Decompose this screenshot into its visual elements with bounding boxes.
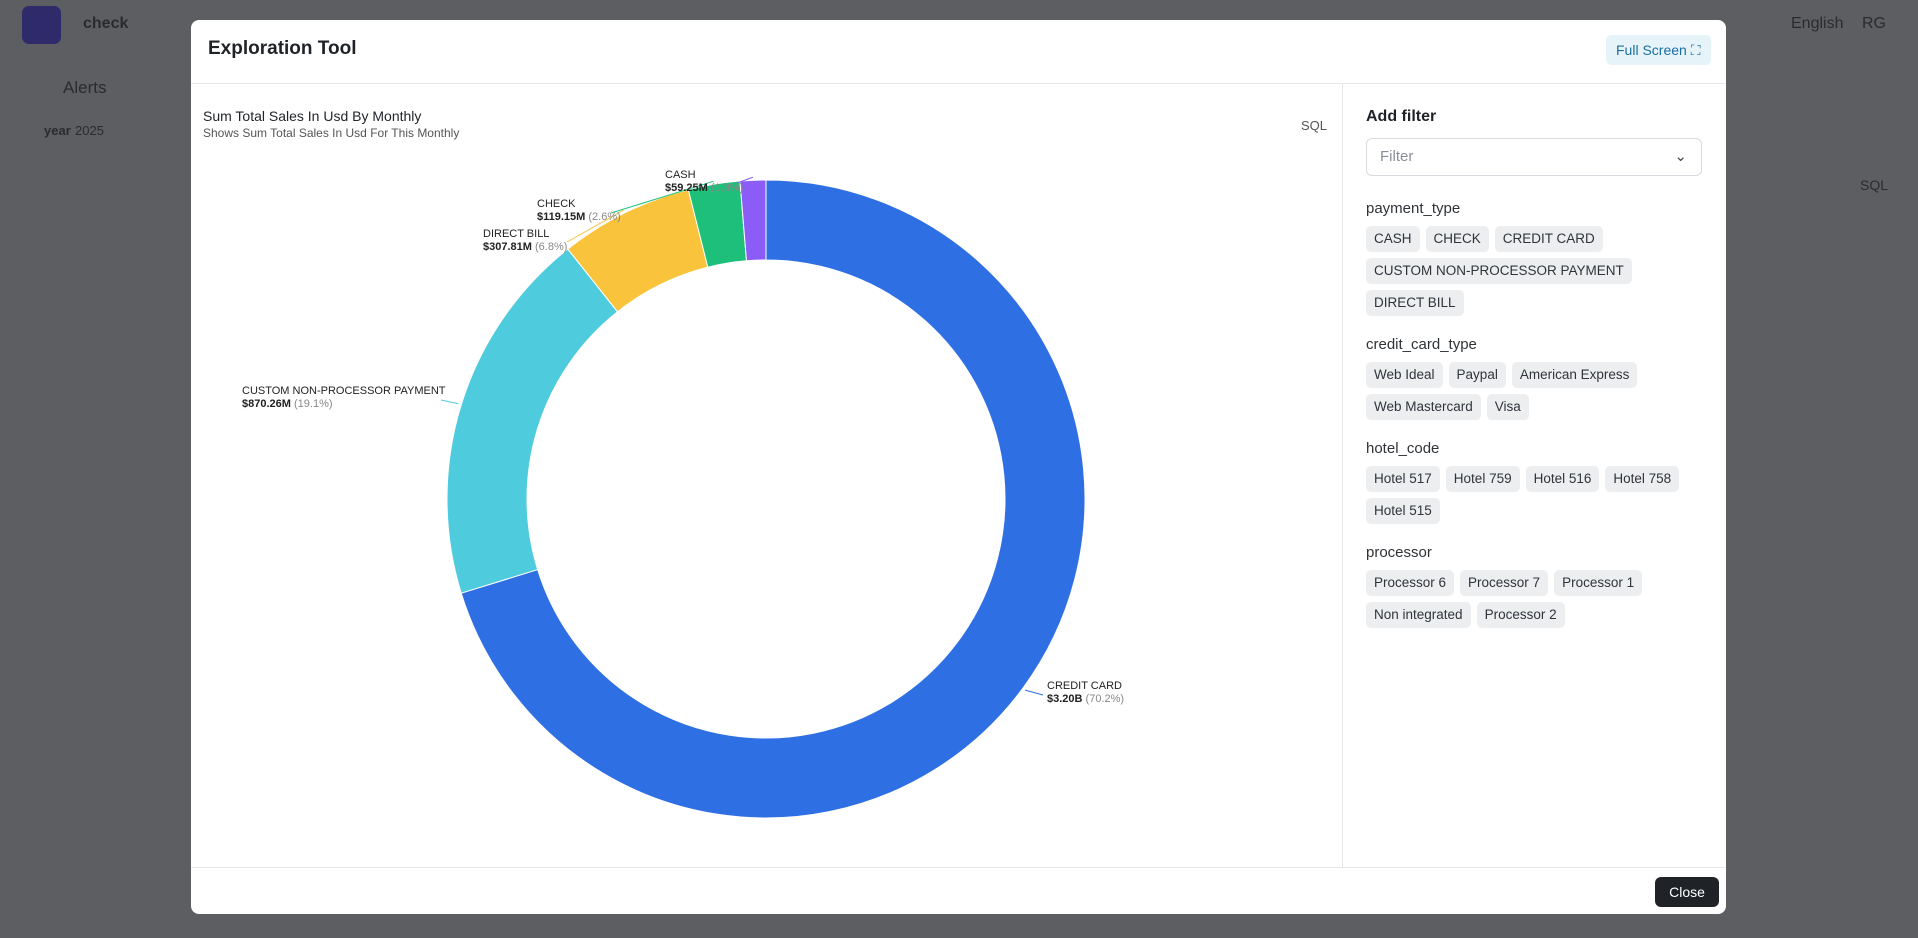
filter-group-label: payment_type <box>1366 200 1461 217</box>
slice-label: CUSTOM NON-PROCESSOR PAYMENT <box>242 385 446 397</box>
slice-label: CHECK <box>537 198 576 210</box>
slice-value: $3.20B (70.2%) <box>1047 693 1124 705</box>
close-button[interactable]: Close <box>1655 877 1719 907</box>
share-label: (6.8%) <box>535 241 567 253</box>
share-label: (70.2%) <box>1086 693 1125 705</box>
modal-footer: Close <box>191 867 1726 914</box>
slice-value: $870.26M (19.1%) <box>242 398 333 410</box>
slice <box>739 179 767 262</box>
filter-chip[interactable]: Hotel 758 <box>1605 466 1680 492</box>
logo[interactable] <box>22 6 61 44</box>
filter-chips: Web Ideal Paypal American Express Web Maste… <box>1366 362 1702 420</box>
language[interactable]: English <box>1791 15 1844 32</box>
slice-label: CASH <box>665 169 696 181</box>
value-label: $870.26M <box>242 398 291 410</box>
value-label: $119.15M <box>537 211 585 223</box>
leader-line <box>736 176 754 184</box>
filter-chip[interactable]: Hotel 759 <box>1445 466 1520 492</box>
filter-chip[interactable]: Processor 2 <box>1476 602 1565 628</box>
modal: Exploration Tool Full Screen ⛶ Sum Total… <box>191 20 1726 914</box>
filter-group-label: hotel_code <box>1366 440 1440 457</box>
filter-chips: Hotel 517 Hotel 759 Hotel 516 Hotel 758 Hote… <box>1366 466 1702 524</box>
filter-groups: payment_type CASH CHECK CREDIT CARD CUSTOM N… <box>1366 200 1702 628</box>
filter-chip[interactable]: Processor 6 <box>1366 570 1455 596</box>
modal-title: Exploration Tool <box>208 38 357 59</box>
filter-panel: Add filter Filter ⌄ payment_type CASH CHECK… <box>1366 108 1702 648</box>
filter-chip[interactable]: CREDIT CARD <box>1494 226 1603 252</box>
filter-chip[interactable]: Processor 1 <box>1554 570 1643 596</box>
divider <box>1342 84 1343 867</box>
filter-chips: CASH CHECK CREDIT CARD CUSTOM NON-PROCESSOR… <box>1366 226 1702 316</box>
filter-chip[interactable]: American Express <box>1511 362 1638 388</box>
slice-value: $59.25M (1.3%) <box>665 182 743 194</box>
slice-label: DIRECT BILL <box>483 228 549 240</box>
filter-chip[interactable]: Paypal <box>1448 362 1506 388</box>
share-label: (19.1%) <box>294 398 333 410</box>
filter-placeholder: Filter <box>1380 148 1414 165</box>
slice-label: CREDIT CARD <box>1047 680 1122 692</box>
filter-chip[interactable]: Non integrated <box>1366 602 1471 628</box>
filter-chip[interactable]: Web Ideal <box>1366 362 1443 388</box>
filter-chip[interactable]: Visa <box>1486 394 1529 420</box>
chart-title: Sum Total Sales In Usd By Monthly <box>203 108 421 124</box>
filter-chips: Processor 6 Processor 7 Processor 1 Non int… <box>1366 570 1702 628</box>
chart-subtitle: Shows Sum Total Sales In Usd For This Mo… <box>203 126 459 140</box>
filter-chip[interactable]: CASH <box>1366 226 1420 252</box>
share-label: (1.3%) <box>711 182 743 194</box>
filter-chip[interactable]: Web Mastercard <box>1366 394 1481 420</box>
slice-value: $119.15M (2.6%) <box>537 211 621 223</box>
filter-label: year <box>44 123 71 138</box>
value-label: $307.81M <box>483 241 532 253</box>
nav-item[interactable]: Alerts <box>63 78 107 97</box>
filter-group-label: processor <box>1366 544 1432 561</box>
full-screen-button[interactable]: Full Screen ⛶ <box>1606 35 1711 65</box>
slice <box>460 179 1086 819</box>
filter-chip[interactable]: CUSTOM NON-PROCESSOR PAYMENT <box>1366 258 1632 284</box>
full-screen-label: Full Screen <box>1616 42 1687 58</box>
filter-select[interactable]: Filter ⌄ <box>1366 138 1702 176</box>
filter-chip[interactable]: Hotel 517 <box>1366 466 1440 492</box>
filter-title: Add filter <box>1366 108 1437 125</box>
filter-group-label: credit_card_type <box>1366 336 1477 353</box>
chart: Sum Total Sales In Usd By Monthly Shows … <box>203 108 1327 819</box>
filter-value: 2025 <box>75 123 104 138</box>
sql-button[interactable]: SQL <box>1860 177 1889 193</box>
filter-chip[interactable]: Hotel 515 <box>1366 498 1440 524</box>
filter-chip[interactable]: Hotel 516 <box>1525 466 1600 492</box>
value-label: $3.20B <box>1047 693 1083 705</box>
filter-chip[interactable]: CHECK <box>1425 226 1489 252</box>
share-label: (2.6%) <box>588 211 620 223</box>
user-initials[interactable]: RG <box>1862 15 1886 32</box>
value-label: $59.25M <box>665 182 708 194</box>
leader-line <box>440 399 459 405</box>
sql-button[interactable]: SQL <box>1301 118 1327 133</box>
slice <box>446 248 619 594</box>
leader-line <box>610 180 714 214</box>
workspace[interactable]: check <box>83 15 129 32</box>
filter-chip[interactable]: Processor 7 <box>1460 570 1549 596</box>
leader-line <box>1024 689 1044 696</box>
slice-value: $307.81M (6.8%) <box>483 241 567 253</box>
modal-header: Exploration Tool Full Screen ⛶ <box>191 20 1726 84</box>
leader-line <box>566 209 624 243</box>
filter-chip[interactable]: DIRECT BILL <box>1366 290 1464 316</box>
